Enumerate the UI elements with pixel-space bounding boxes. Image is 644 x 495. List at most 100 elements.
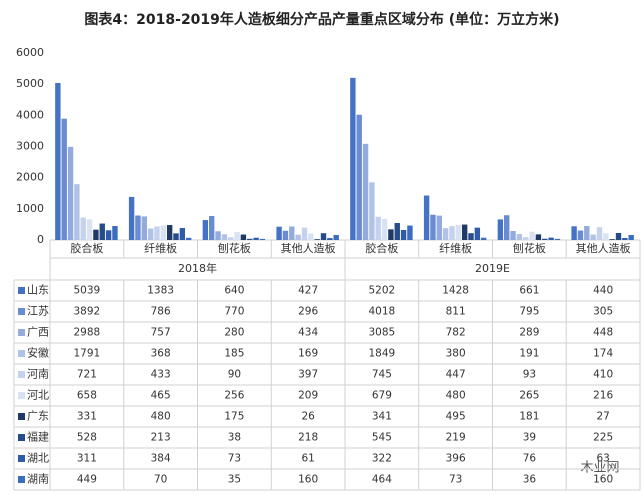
- bar: [461, 224, 468, 240]
- bar: [112, 226, 118, 240]
- table-cell: 35: [228, 474, 241, 486]
- bar: [99, 223, 105, 240]
- y-tick-label: 3000: [16, 140, 44, 153]
- legend-swatch: [18, 413, 25, 420]
- bar: [436, 215, 442, 240]
- table-cell: 380: [446, 348, 466, 360]
- table-cell: 640: [224, 285, 244, 297]
- group-label: 2019E: [475, 262, 510, 275]
- table-cell: 465: [151, 390, 171, 402]
- bar: [253, 237, 259, 240]
- legend-label: 湖北: [27, 452, 49, 465]
- bar: [400, 229, 407, 240]
- bar: [209, 216, 215, 240]
- table-cell: 368: [151, 348, 171, 360]
- table-cell: 3085: [369, 327, 396, 339]
- legend-swatch: [18, 308, 25, 315]
- x-tick-label: 其他人造板: [281, 241, 336, 255]
- bar: [474, 227, 481, 240]
- legend-swatch: [18, 329, 25, 336]
- legend-label: 安徽: [27, 346, 49, 360]
- table-cell: 225: [593, 432, 613, 444]
- bar: [362, 143, 369, 240]
- table-cell: 5202: [369, 285, 396, 297]
- bar: [160, 225, 167, 240]
- table-cell: 2988: [74, 327, 101, 339]
- table-cell: 448: [593, 327, 613, 339]
- table-cell: 218: [298, 432, 318, 444]
- bar: [228, 237, 234, 240]
- table-cell: 305: [593, 306, 613, 318]
- table-cell: 811: [446, 306, 466, 318]
- group-label: 2018年: [178, 261, 217, 275]
- bar: [247, 238, 253, 240]
- bar: [455, 225, 462, 240]
- bar: [603, 233, 609, 240]
- table-cell: 209: [298, 390, 318, 402]
- table-cell: 265: [519, 390, 539, 402]
- bar: [548, 237, 554, 240]
- bar: [571, 226, 577, 240]
- bar: [289, 226, 295, 240]
- table-cell: 721: [77, 369, 97, 381]
- x-tick-label: 刨花板: [513, 241, 546, 255]
- table-cell: 76: [523, 453, 537, 465]
- table-cell: 280: [224, 327, 244, 339]
- watermark: 木业网: [580, 461, 619, 476]
- table-cell: 427: [298, 285, 318, 297]
- bar: [609, 239, 615, 240]
- bar: [141, 216, 147, 240]
- legend-swatch: [18, 434, 25, 441]
- bar: [622, 238, 628, 240]
- bar: [369, 182, 375, 240]
- bar: [86, 219, 93, 240]
- bar: [430, 214, 436, 240]
- legend-swatch: [18, 371, 25, 378]
- bar: [240, 234, 247, 240]
- table-cell: 27: [596, 411, 609, 423]
- bar: [590, 234, 596, 240]
- table-cell: 331: [77, 411, 97, 423]
- bar: [147, 228, 154, 240]
- table-cell: 661: [519, 285, 539, 297]
- legend-label: 福建: [27, 430, 49, 444]
- bar: [407, 225, 413, 240]
- bar: [282, 230, 289, 240]
- legend-label: 山东: [27, 284, 49, 297]
- legend-label: 江苏: [27, 305, 49, 318]
- table-cell: 410: [593, 369, 613, 381]
- table-cell: 39: [523, 432, 536, 444]
- bar: [394, 223, 400, 240]
- table-cell: 160: [593, 474, 613, 486]
- bar: [480, 237, 487, 240]
- table-cell: 219: [446, 432, 466, 444]
- bar: [185, 237, 192, 240]
- bar: [584, 226, 590, 240]
- bar: [529, 231, 535, 240]
- table-cell: 396: [446, 453, 466, 465]
- table-cell: 1849: [369, 348, 396, 360]
- y-tick-label: 1000: [16, 202, 44, 215]
- table-cell: 658: [77, 390, 97, 402]
- x-tick-label: 纤维板: [144, 241, 177, 255]
- table-cell: 185: [224, 348, 244, 360]
- bar: [577, 230, 584, 240]
- table-cell: 38: [228, 432, 241, 444]
- table-cell: 70: [154, 474, 167, 486]
- y-tick-label: 2000: [16, 171, 44, 184]
- bar: [442, 228, 449, 240]
- bar: [154, 226, 160, 240]
- table-cell: 216: [593, 390, 613, 402]
- table-cell: 174: [593, 348, 613, 360]
- table-cell: 73: [449, 474, 462, 486]
- table-cell: 213: [151, 432, 171, 444]
- bar: [596, 227, 603, 240]
- table-cell: 464: [372, 474, 392, 486]
- legend-swatch: [18, 392, 25, 399]
- table-cell: 434: [298, 327, 318, 339]
- x-tick-label: 刨花板: [218, 241, 251, 255]
- bar: [259, 238, 266, 240]
- table-cell: 449: [77, 474, 97, 486]
- table-cell: 528: [77, 432, 97, 444]
- table-cell: 160: [298, 474, 318, 486]
